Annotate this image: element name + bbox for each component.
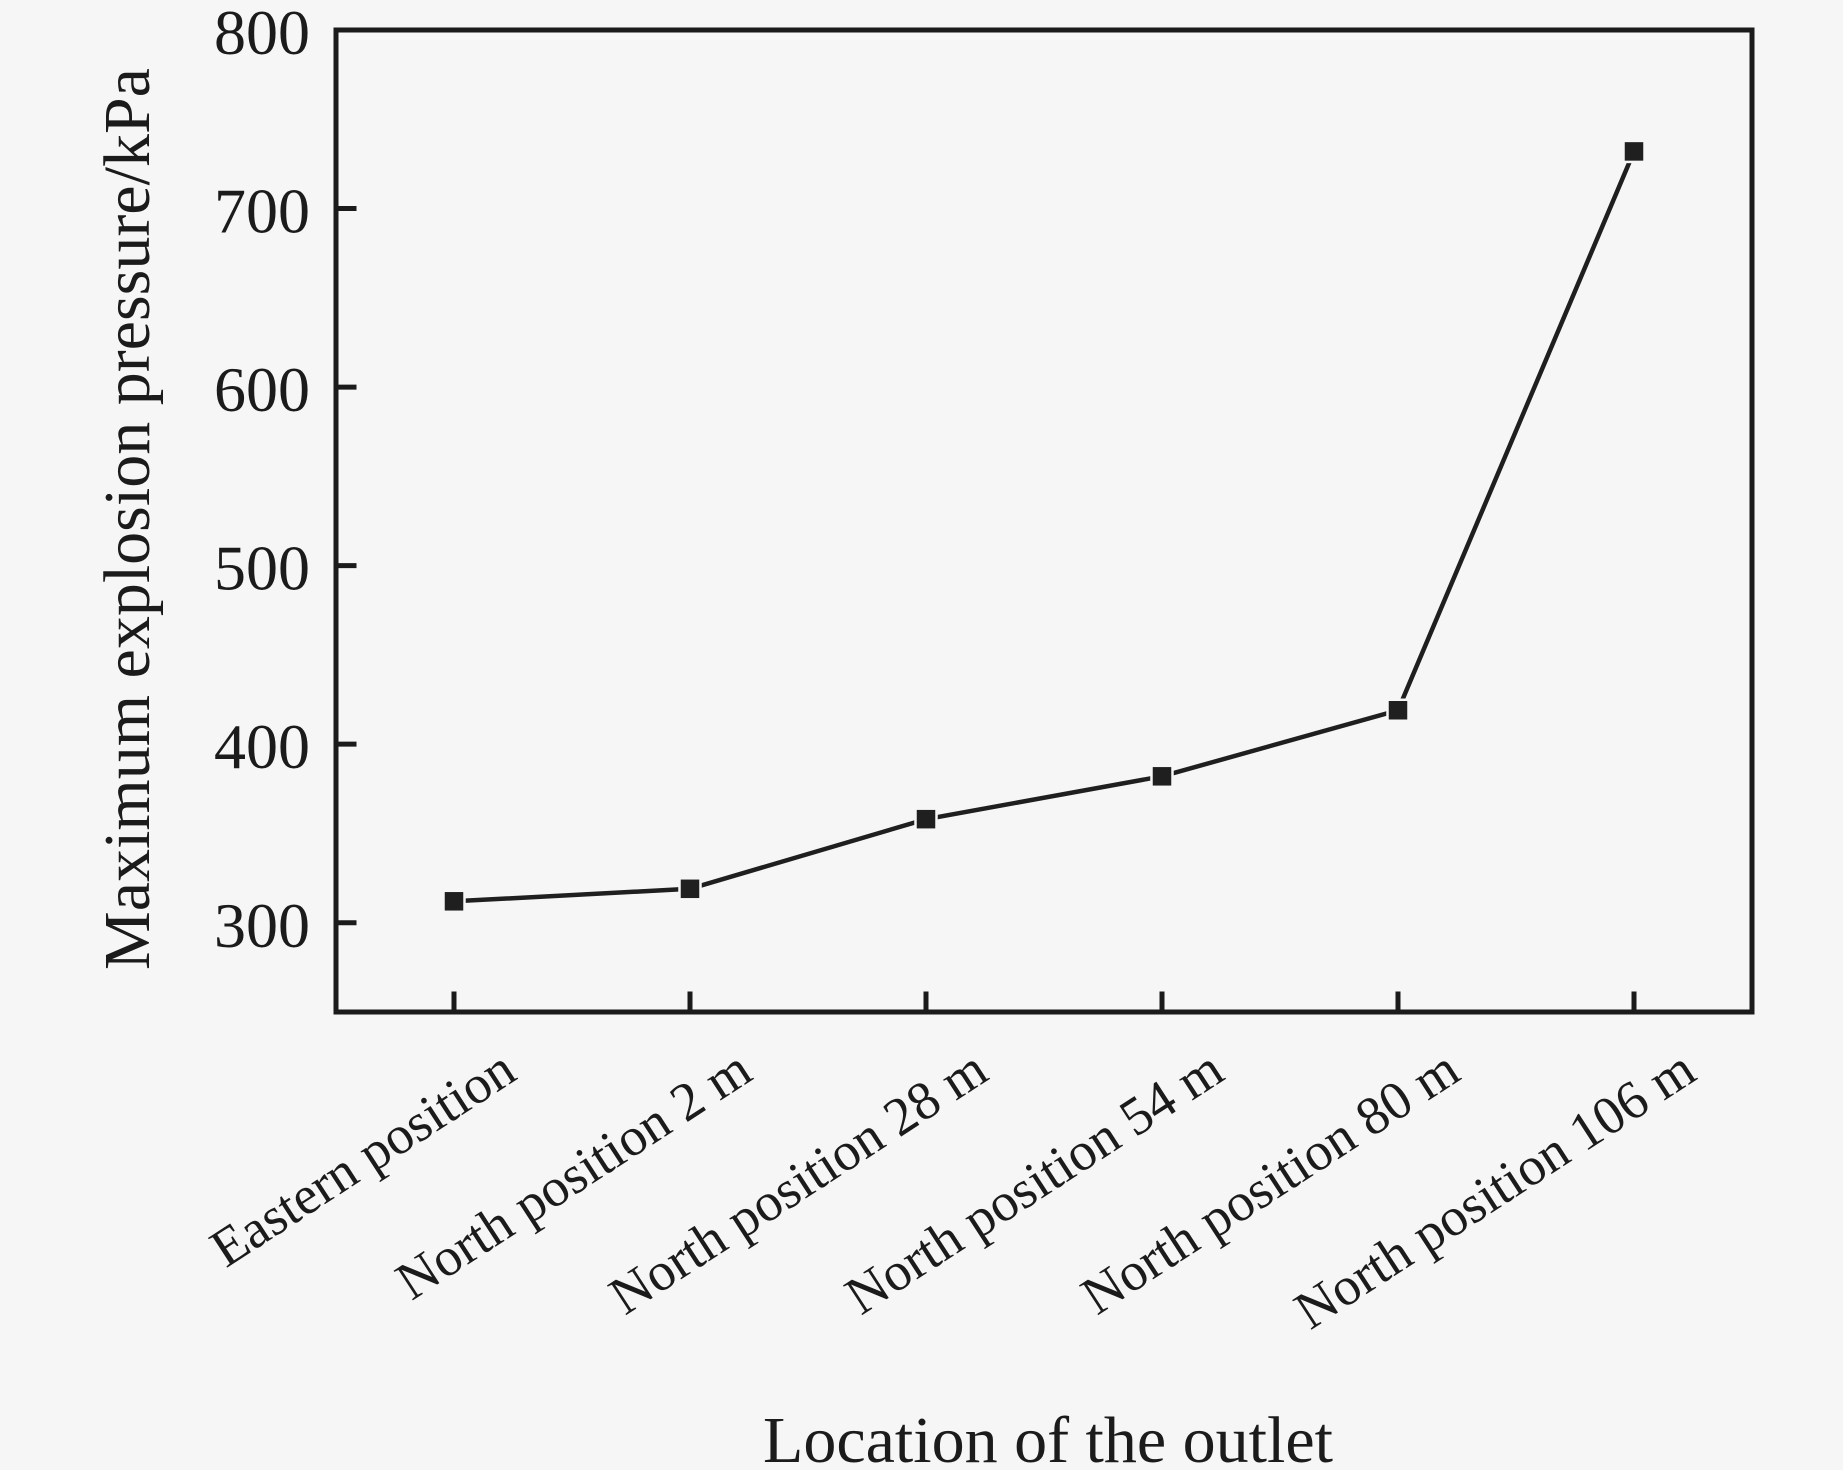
y-tick-label: 600 <box>214 354 310 425</box>
data-point-marker <box>1622 139 1646 164</box>
x-tick-label: North position 80 m <box>1071 1038 1470 1326</box>
data-point-marker <box>442 889 466 914</box>
y-tick-label: 800 <box>214 0 310 68</box>
x-tick-label: North position 106 m <box>1284 1038 1705 1341</box>
data-point-marker <box>1386 698 1410 723</box>
plot-frame <box>333 27 1755 1015</box>
data-point-marker <box>914 807 938 831</box>
y-tick-label: 500 <box>214 533 310 604</box>
y-tick-label: 300 <box>214 890 310 961</box>
data-line <box>453 150 1637 904</box>
x-axis-title: Location of the outlet <box>763 1404 1333 1470</box>
data-point-marker <box>1150 764 1174 789</box>
y-tick-label: 700 <box>214 176 310 247</box>
x-tick-label: North position 28 m <box>599 1038 998 1326</box>
x-tick-label: North position 54 m <box>835 1038 1234 1326</box>
y-tick-label: 400 <box>214 711 310 782</box>
y-axis-title: Maximum explosion pressure/kPa <box>91 68 164 970</box>
data-point-marker <box>678 877 702 901</box>
